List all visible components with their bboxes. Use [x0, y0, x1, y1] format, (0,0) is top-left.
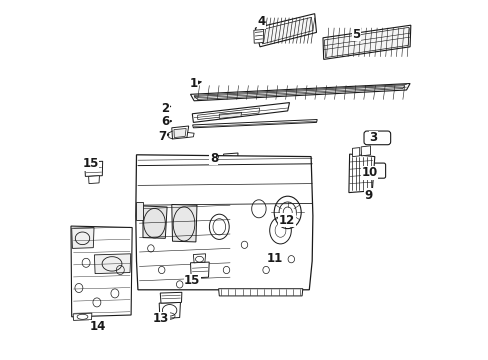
Polygon shape [174, 129, 186, 138]
Polygon shape [352, 148, 359, 157]
Polygon shape [348, 154, 374, 193]
FancyBboxPatch shape [363, 131, 390, 145]
Text: 3: 3 [368, 131, 377, 144]
Text: 13: 13 [153, 312, 169, 325]
Polygon shape [136, 202, 142, 220]
Text: 4: 4 [257, 15, 265, 28]
Polygon shape [192, 120, 317, 128]
Polygon shape [361, 146, 370, 156]
Text: 1: 1 [189, 77, 197, 90]
Polygon shape [73, 313, 92, 320]
Polygon shape [190, 84, 409, 101]
Text: 15: 15 [82, 157, 99, 170]
Polygon shape [219, 112, 241, 118]
Text: 9: 9 [364, 189, 372, 202]
Polygon shape [142, 206, 167, 238]
Polygon shape [84, 161, 102, 176]
Polygon shape [258, 17, 312, 44]
Text: 6: 6 [161, 115, 169, 128]
Polygon shape [253, 30, 263, 43]
Polygon shape [190, 262, 209, 278]
Text: 5: 5 [351, 28, 360, 41]
Polygon shape [171, 126, 188, 139]
Polygon shape [193, 254, 205, 263]
Text: 2: 2 [161, 102, 169, 114]
FancyBboxPatch shape [370, 163, 385, 178]
Polygon shape [71, 226, 132, 317]
Polygon shape [171, 204, 197, 242]
Polygon shape [218, 289, 302, 296]
Text: 14: 14 [89, 320, 105, 333]
Polygon shape [194, 86, 404, 99]
Polygon shape [94, 254, 130, 274]
Text: 11: 11 [266, 252, 283, 265]
Polygon shape [88, 176, 99, 184]
Text: 15: 15 [184, 274, 200, 287]
Polygon shape [136, 155, 312, 290]
Polygon shape [255, 14, 316, 47]
Text: 8: 8 [209, 152, 218, 165]
Text: 7: 7 [158, 130, 166, 143]
Polygon shape [223, 153, 238, 163]
Text: 12: 12 [278, 214, 294, 227]
Polygon shape [72, 228, 94, 248]
Polygon shape [192, 103, 289, 122]
Text: 10: 10 [361, 166, 377, 179]
Polygon shape [160, 292, 182, 303]
Polygon shape [324, 27, 408, 58]
Polygon shape [159, 302, 180, 319]
Polygon shape [322, 25, 410, 59]
